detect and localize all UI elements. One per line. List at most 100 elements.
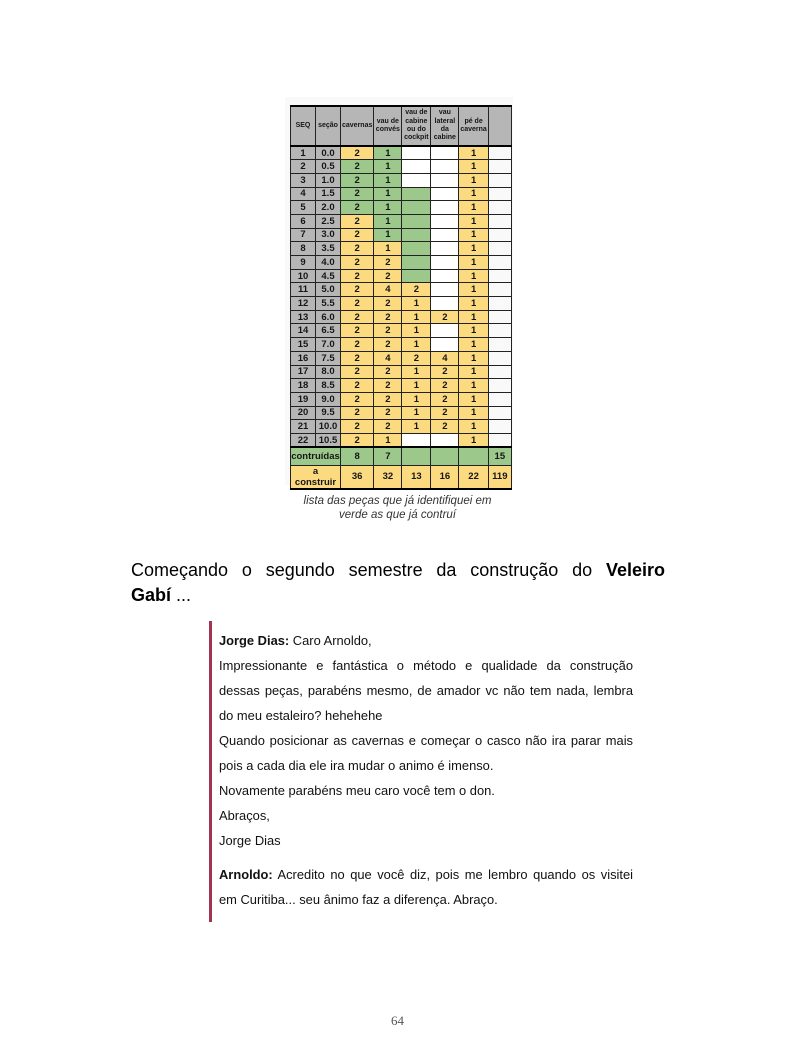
data-cell: 1 xyxy=(458,186,489,202)
table-row: 18 8.5 2 2 1 2 1 xyxy=(290,378,512,393)
header-spacer xyxy=(487,105,512,147)
data-cell xyxy=(401,241,432,256)
secao-cell: 6.0 xyxy=(315,309,341,325)
data-cell: 1 xyxy=(401,296,432,311)
summary-cell: 32 xyxy=(373,464,403,490)
section-heading-line2: Gabí ... xyxy=(131,583,665,608)
data-cell: 2 xyxy=(339,213,375,229)
secao-cell: 0.5 xyxy=(315,159,341,174)
column-header: seção xyxy=(315,105,341,147)
data-cell: 2 xyxy=(339,145,375,161)
summary-label: contruídas xyxy=(290,446,341,466)
seq-cell: 20 xyxy=(290,405,316,421)
secao-cell: 2.0 xyxy=(315,200,341,215)
data-cell: 1 xyxy=(401,309,432,325)
data-cell xyxy=(430,432,460,448)
data-cell: 2 xyxy=(339,391,375,407)
row-spacer xyxy=(487,145,512,161)
secao-cell: 8.5 xyxy=(315,378,341,393)
seq-cell: 5 xyxy=(290,200,316,215)
data-cell: 1 xyxy=(373,172,403,188)
section-heading-line1: Começando o segundo semestre da construç… xyxy=(131,558,665,583)
data-cell xyxy=(430,213,460,229)
seq-cell: 6 xyxy=(290,213,316,229)
data-cell: 1 xyxy=(458,200,489,215)
seq-cell: 8 xyxy=(290,241,316,256)
data-cell xyxy=(401,227,432,243)
column-header: vau lateral da cabine xyxy=(430,105,460,147)
table-row: 16 7.5 2 4 2 4 1 xyxy=(290,350,512,366)
seq-cell: 12 xyxy=(290,296,316,311)
table-row: 2 0.5 2 1 1 xyxy=(290,159,512,174)
data-cell: 1 xyxy=(458,309,489,325)
parts-table: SEQ seção cavernas vau de convés vau de cabi… xyxy=(290,105,512,490)
seq-cell: 9 xyxy=(290,255,316,270)
data-cell: 1 xyxy=(458,159,489,174)
secao-cell: 0.0 xyxy=(315,145,341,161)
data-cell: 1 xyxy=(373,145,403,161)
row-spacer xyxy=(487,323,512,339)
row-spacer xyxy=(487,186,512,202)
summary-cell: 36 xyxy=(339,464,375,490)
table-row: 1 0.0 2 1 1 xyxy=(290,145,512,161)
data-cell: 2 xyxy=(339,200,375,215)
data-cell: 2 xyxy=(339,323,375,339)
data-cell xyxy=(401,432,432,448)
data-cell xyxy=(430,282,460,298)
column-header: pé de caverna xyxy=(458,105,489,147)
comment-paragraph: Novamente parabéns meu caro você tem o d… xyxy=(219,783,495,798)
secao-cell: 10.5 xyxy=(315,432,341,448)
data-cell: 2 xyxy=(373,255,403,270)
secao-cell: 6.5 xyxy=(315,323,341,339)
row-spacer xyxy=(487,213,512,229)
data-cell: 2 xyxy=(339,378,375,393)
data-cell: 1 xyxy=(401,337,432,352)
data-cell: 1 xyxy=(373,213,403,229)
seq-cell: 11 xyxy=(290,282,316,298)
summary-cell: 7 xyxy=(373,446,403,466)
commenter-name: Arnoldo: xyxy=(219,867,273,882)
section-heading: Começando o segundo semestre da construç… xyxy=(131,558,665,608)
summary-total-cell: 119 xyxy=(487,464,512,490)
data-cell: 1 xyxy=(458,268,489,284)
data-cell xyxy=(430,227,460,243)
secao-cell: 10.0 xyxy=(315,419,341,434)
data-cell: 2 xyxy=(430,419,460,434)
data-cell: 2 xyxy=(339,172,375,188)
table-row: 14 6.5 2 2 1 1 xyxy=(290,323,512,339)
data-cell: 1 xyxy=(458,378,489,393)
figure-caption-line1: lista das peças que já identifiquei em xyxy=(303,495,492,507)
data-cell: 2 xyxy=(339,432,375,448)
secao-cell: 4.0 xyxy=(315,255,341,270)
data-cell: 1 xyxy=(458,405,489,421)
heading-suffix-text: ... xyxy=(171,585,192,605)
data-cell: 2 xyxy=(373,378,403,393)
data-cell: 1 xyxy=(458,364,489,380)
seq-cell: 3 xyxy=(290,172,316,188)
summary-cell xyxy=(401,446,432,466)
data-cell: 2 xyxy=(430,405,460,421)
row-spacer xyxy=(487,241,512,256)
secao-cell: 8.0 xyxy=(315,364,341,380)
seq-cell: 21 xyxy=(290,419,316,434)
data-cell xyxy=(430,159,460,174)
table-row: 10 4.5 2 2 1 xyxy=(290,268,512,284)
data-cell: 4 xyxy=(373,282,403,298)
heading-bold-text: Veleiro xyxy=(605,560,665,580)
summary-row: contruídas 8 7 15 xyxy=(290,446,512,466)
summary-label: a construir xyxy=(290,464,341,490)
heading-regular-text: Começando o segundo semestre da construç… xyxy=(131,560,606,580)
seq-cell: 1 xyxy=(290,145,316,161)
table-row: 3 1.0 2 1 1 xyxy=(290,172,512,188)
secao-cell: 2.5 xyxy=(315,213,341,229)
data-cell: 1 xyxy=(373,200,403,215)
data-cell xyxy=(401,200,432,215)
data-cell xyxy=(430,268,460,284)
data-cell: 2 xyxy=(339,419,375,434)
commenter-name: Jorge Dias: xyxy=(219,633,290,648)
table-row: 11 5.0 2 4 2 1 xyxy=(290,282,512,298)
data-cell: 2 xyxy=(373,364,403,380)
data-cell: 2 xyxy=(339,159,375,174)
data-cell: 2 xyxy=(339,337,375,352)
seq-cell: 18 xyxy=(290,378,316,393)
